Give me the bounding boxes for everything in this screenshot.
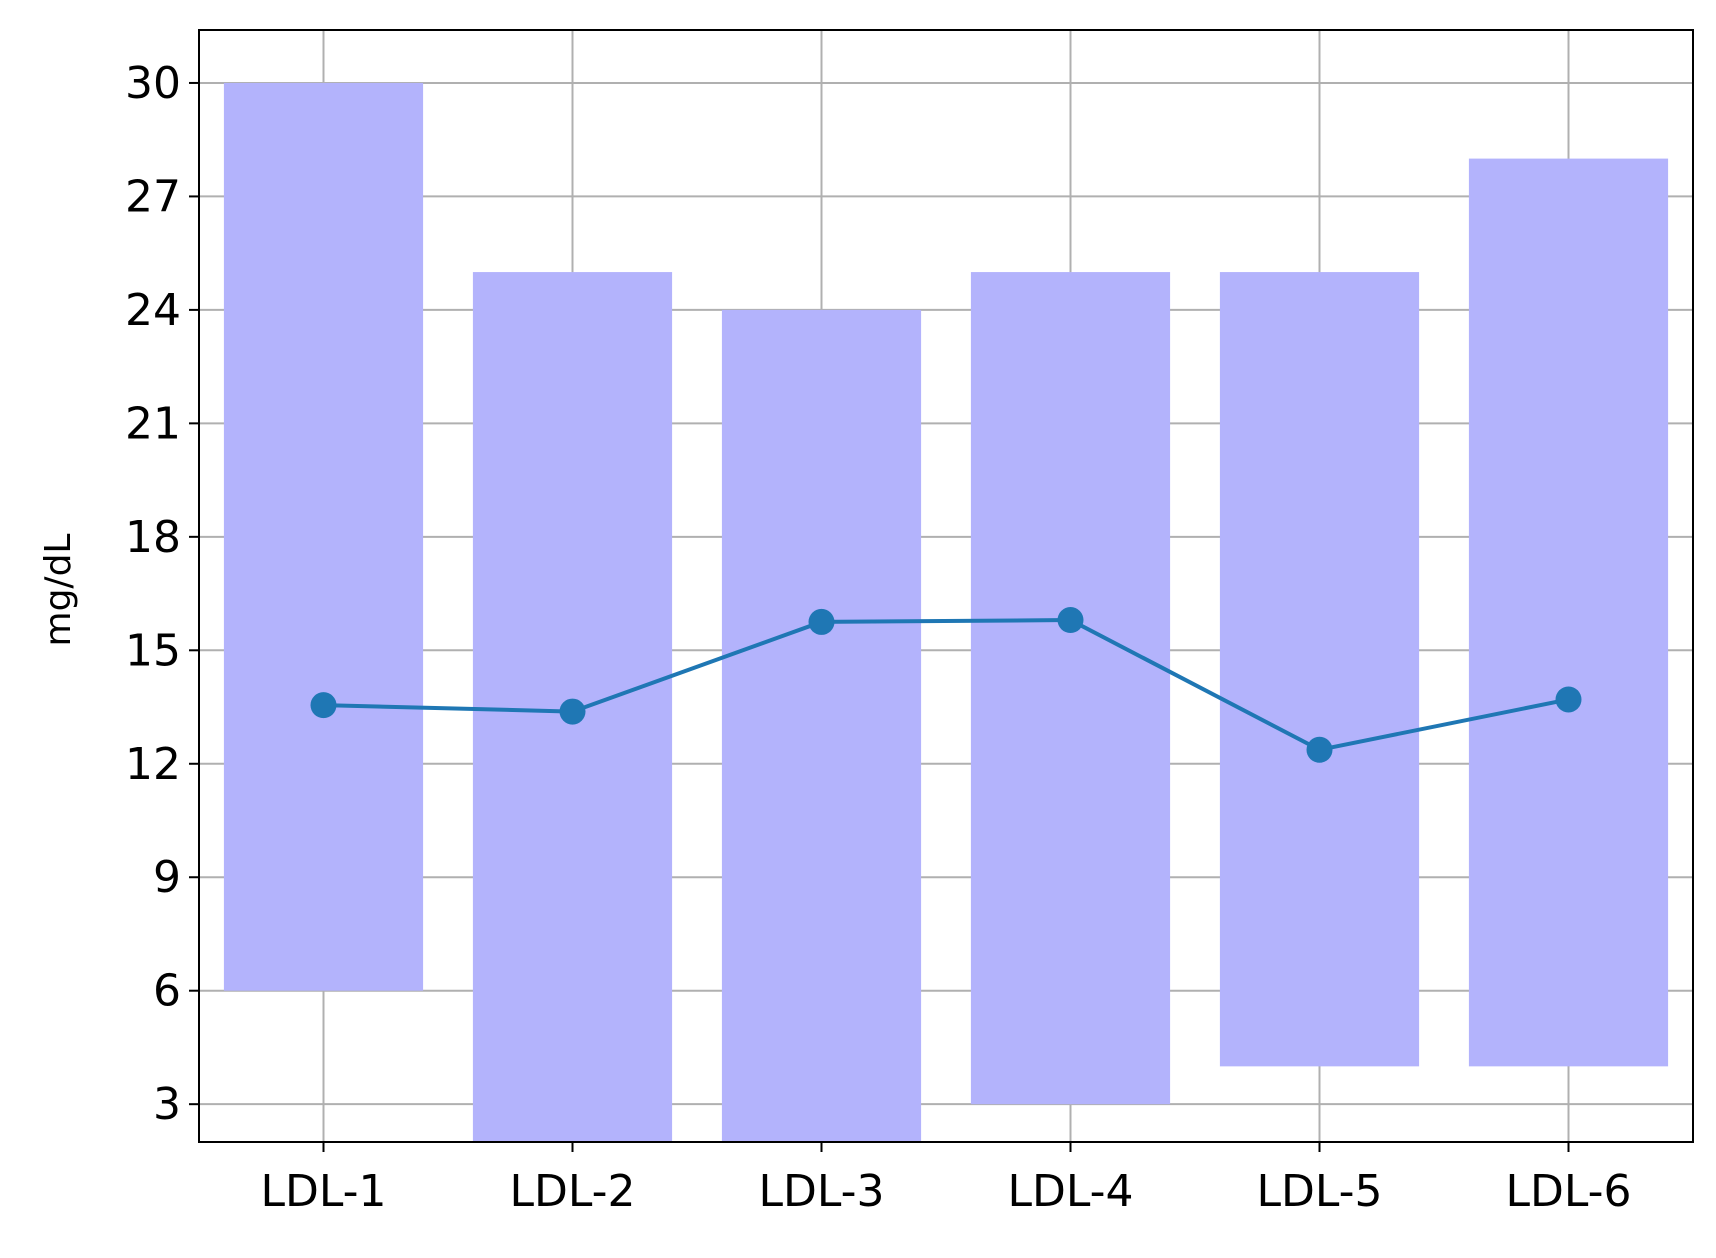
range-bar-ldl-5 bbox=[1219, 272, 1420, 1067]
data-point-ldl-5 bbox=[1306, 736, 1333, 763]
data-point-ldl-3 bbox=[808, 608, 835, 635]
data-point-ldl-4 bbox=[1057, 607, 1084, 634]
x-tick-label: LDL-6 bbox=[1505, 1166, 1631, 1217]
y-tick-label: 21 bbox=[125, 398, 181, 449]
data-point-ldl-6 bbox=[1555, 686, 1582, 713]
x-tick-label: LDL-3 bbox=[758, 1166, 884, 1217]
series-line bbox=[323, 618, 1569, 752]
y-tick-label: 3 bbox=[153, 1079, 181, 1130]
data-point-ldl-1 bbox=[310, 692, 337, 719]
y-tick-label: 18 bbox=[125, 512, 181, 563]
axis-ticks: 3 6 9 12 15 18 21 24 27 30 LDL-1 LDL-2 LDL-3 LDL-4 LDL… bbox=[125, 58, 1632, 1217]
x-tick-label: LDL-5 bbox=[1256, 1166, 1382, 1217]
y-tick-label: 9 bbox=[153, 852, 181, 903]
range-bar-ldl-6 bbox=[1468, 158, 1669, 1067]
range-bar-ldl-3 bbox=[721, 309, 922, 1143]
y-tick-label: 6 bbox=[153, 966, 181, 1017]
x-tick-label: LDL-4 bbox=[1007, 1166, 1133, 1217]
y-tick-label: 15 bbox=[125, 625, 181, 676]
y-tick-label: 24 bbox=[125, 285, 181, 336]
x-tick-label: LDL-1 bbox=[260, 1166, 386, 1217]
y-axis-label: mg/dL bbox=[38, 534, 79, 647]
y-tick-label: 12 bbox=[125, 739, 181, 790]
range-bar-ldl-4 bbox=[970, 272, 1171, 1105]
line-series bbox=[310, 607, 1582, 763]
data-point-ldl-2 bbox=[559, 698, 586, 725]
range-bar-ldl-1 bbox=[223, 82, 424, 991]
range-bars bbox=[223, 82, 1669, 1143]
y-tick-label: 27 bbox=[125, 171, 181, 222]
plot-frame bbox=[198, 29, 1694, 1143]
axes-frame bbox=[198, 29, 1694, 1143]
y-tick-label: 30 bbox=[125, 58, 181, 109]
x-tick-label: LDL-2 bbox=[509, 1166, 635, 1217]
